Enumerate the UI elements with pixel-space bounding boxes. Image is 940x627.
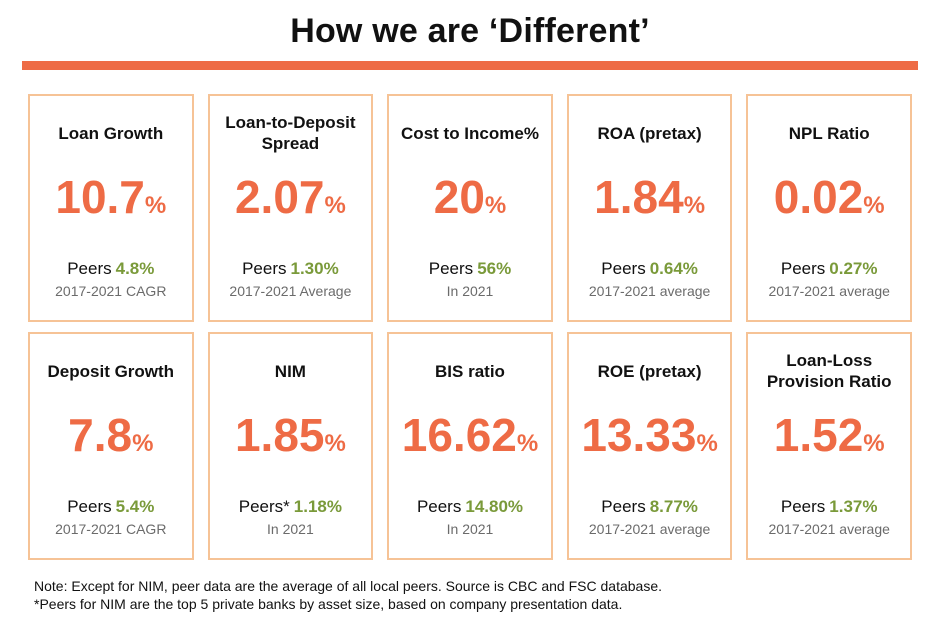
peer-label: Peers: [601, 259, 646, 278]
metrics-grid: Loan Growth 10.7% Peers 4.8% 2017-2021 CA…: [28, 94, 912, 560]
metric-unit: %: [484, 192, 507, 219]
peer-value: 56%: [477, 259, 512, 278]
peer-value: 14.80%: [465, 497, 524, 516]
metric-number: 7.8: [68, 409, 133, 461]
peer-note: 2017-2021 CAGR: [55, 283, 167, 299]
metric-number: 13.33: [581, 409, 697, 461]
peer-line: Peers 8.77%: [601, 497, 698, 517]
peer-value: 8.77%: [649, 497, 698, 516]
peer-label: Peers*: [238, 497, 290, 516]
peer-line: Peers 56%: [429, 259, 511, 279]
peer-label: Peers: [780, 259, 826, 278]
metric-card-loan-growth: Loan Growth 10.7% Peers 4.8% 2017-2021 CA…: [28, 94, 194, 322]
peer-line: Peers 1.30%: [242, 259, 339, 279]
metric-card-deposit-growth: Deposit Growth 7.8% Peers 5.4% 2017-2021 …: [28, 332, 194, 560]
metric-card-npl-ratio: NPL Ratio 0.02% Peers 0.27% 2017-2021 ave…: [746, 94, 912, 322]
metric-unit: %: [324, 430, 346, 457]
peer-line: Peers 1.37%: [781, 497, 878, 517]
metric-unit: %: [863, 192, 885, 219]
peer-line: Peers 0.64%: [601, 259, 698, 279]
metric-value: 7.8%: [68, 410, 153, 469]
peer-value: 1.30%: [290, 259, 339, 278]
metric-title: Cost to Income%: [401, 123, 539, 143]
peer-label: Peers: [780, 497, 826, 516]
peer-note: 2017-2021 CAGR: [55, 521, 167, 537]
metric-unit: %: [696, 430, 718, 457]
metric-card-bis-ratio: BIS ratio 16.62% Peers 14.80% In 2021: [387, 332, 553, 560]
metric-unit: %: [132, 430, 154, 457]
metric-number: 1.84: [594, 171, 684, 223]
metric-unit: %: [516, 430, 539, 457]
peer-label: Peers: [67, 497, 112, 516]
peer-line: Peers 14.80%: [417, 497, 523, 517]
metric-number: 1.52: [773, 409, 864, 461]
metric-title: Loan Growth: [58, 123, 164, 143]
peer-value: 5.4%: [115, 497, 155, 516]
peer-line: Peers* 1.18%: [239, 497, 342, 517]
metric-value: 1.84%: [594, 172, 705, 231]
metric-value: 0.02%: [774, 172, 885, 231]
metric-unit: %: [683, 192, 706, 219]
metric-value: 1.52%: [774, 410, 885, 469]
footnote: Note: Except for NIM, peer data are the …: [34, 577, 662, 613]
peer-label: Peers: [67, 259, 112, 278]
peer-note: In 2021: [267, 521, 314, 537]
peer-note: 2017-2021 average: [768, 283, 890, 299]
peer-note: 2017-2021 average: [768, 521, 890, 537]
metric-title: NIM: [274, 361, 306, 381]
metric-card-nim: NIM 1.85% Peers* 1.18% In 2021: [207, 332, 374, 560]
metric-value: 10.7%: [55, 172, 166, 231]
metric-unit: %: [144, 192, 167, 219]
peer-note: 2017-2021 Average: [229, 283, 352, 299]
peer-label: Peers: [242, 259, 287, 278]
metric-card-loan-to-deposit-spread: Loan-to-Deposit Spread 2.07% Peers 1.30% …: [207, 94, 374, 322]
peer-label: Peers: [428, 259, 474, 278]
peer-note: In 2021: [446, 283, 494, 299]
metric-title: ROE (pretax): [597, 361, 702, 381]
peer-line: Peers 4.8%: [67, 259, 154, 279]
page-title: How we are ‘Different’: [290, 12, 650, 50]
metric-card-cost-to-income: Cost to Income% 20% Peers 56% In 2021: [387, 94, 553, 322]
metric-value: 13.33%: [581, 410, 717, 469]
metric-title: Loan-to-Deposit Spread: [225, 113, 356, 153]
metric-unit: %: [324, 192, 346, 219]
metric-title: Loan-Loss Provision Ratio: [766, 351, 892, 391]
metric-number: 0.02: [773, 171, 864, 223]
metric-value: 1.85%: [235, 410, 346, 469]
metric-number: 16.62: [401, 409, 517, 461]
metric-value: 16.62%: [402, 410, 538, 469]
metric-title: BIS ratio: [435, 361, 505, 381]
title-divider: [22, 61, 918, 70]
metric-card-roa: ROA (pretax) 1.84% Peers 0.64% 2017-2021 …: [566, 94, 733, 322]
peer-value: 4.8%: [115, 259, 155, 278]
peer-value: 0.64%: [649, 259, 698, 278]
peer-label: Peers: [601, 497, 646, 516]
footnote-line-2: *Peers for NIM are the top 5 private ban…: [34, 596, 623, 612]
peer-line: Peers 0.27%: [781, 259, 878, 279]
footnote-line-1: Note: Except for NIM, peer data are the …: [34, 578, 662, 594]
metric-value: 20%: [434, 172, 507, 231]
peer-note: 2017-2021 average: [588, 521, 711, 537]
peer-value: 1.18%: [293, 497, 342, 516]
metric-number: 2.07: [234, 171, 325, 223]
metric-number: 1.85: [234, 409, 325, 461]
peer-value: 0.27%: [829, 259, 878, 278]
peer-label: Peers: [416, 497, 462, 516]
peer-value: 1.37%: [829, 497, 878, 516]
metric-title: Deposit Growth: [47, 361, 175, 381]
metric-number: 10.7: [55, 171, 145, 223]
metric-card-roe: ROE (pretax) 13.33% Peers 8.77% 2017-2021…: [566, 332, 733, 560]
peer-note: In 2021: [446, 521, 494, 537]
metric-number: 20: [433, 171, 485, 223]
metric-title: ROA (pretax): [597, 123, 702, 143]
metric-title: NPL Ratio: [788, 123, 870, 143]
metric-card-loan-loss-provision: Loan-Loss Provision Ratio 1.52% Peers 1.3…: [746, 332, 912, 560]
metric-value: 2.07%: [235, 172, 346, 231]
metric-unit: %: [863, 430, 885, 457]
peer-line: Peers 5.4%: [67, 497, 154, 517]
peer-note: 2017-2021 average: [588, 283, 711, 299]
